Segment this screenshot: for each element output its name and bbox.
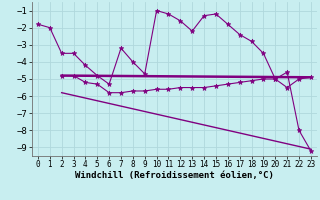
X-axis label: Windchill (Refroidissement éolien,°C): Windchill (Refroidissement éolien,°C) [75, 171, 274, 180]
